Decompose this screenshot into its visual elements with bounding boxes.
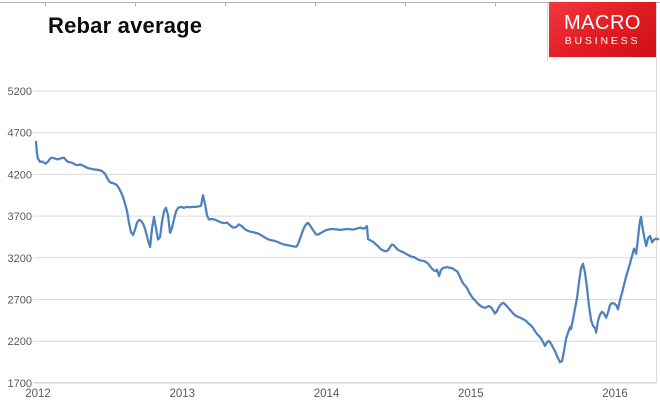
y-axis-label: 1700 <box>8 378 32 390</box>
y-axis-label: 3700 <box>8 211 32 223</box>
x-axis-label: 2013 <box>169 388 195 400</box>
chart-title: Rebar average <box>48 13 203 38</box>
logo-business-text: BUSINESS <box>564 34 641 47</box>
x-axis-label: 2014 <box>314 388 340 400</box>
x-axis-label: 2016 <box>602 388 628 400</box>
y-axis-label: 3200 <box>8 253 32 265</box>
x-axis-label: 2012 <box>25 388 51 400</box>
x-axis-label: 2015 <box>458 388 484 400</box>
y-axis-label: 4700 <box>8 128 32 140</box>
y-axis-label: 4200 <box>8 169 32 181</box>
y-axis-label: 5200 <box>8 86 32 98</box>
y-axis-label: 2700 <box>8 295 32 307</box>
price-line <box>34 140 660 364</box>
logo-macro-text: MACRO <box>564 11 641 34</box>
macrobusiness-logo: MACRO BUSINESS <box>549 2 656 57</box>
y-axis-label: 2200 <box>8 336 32 348</box>
